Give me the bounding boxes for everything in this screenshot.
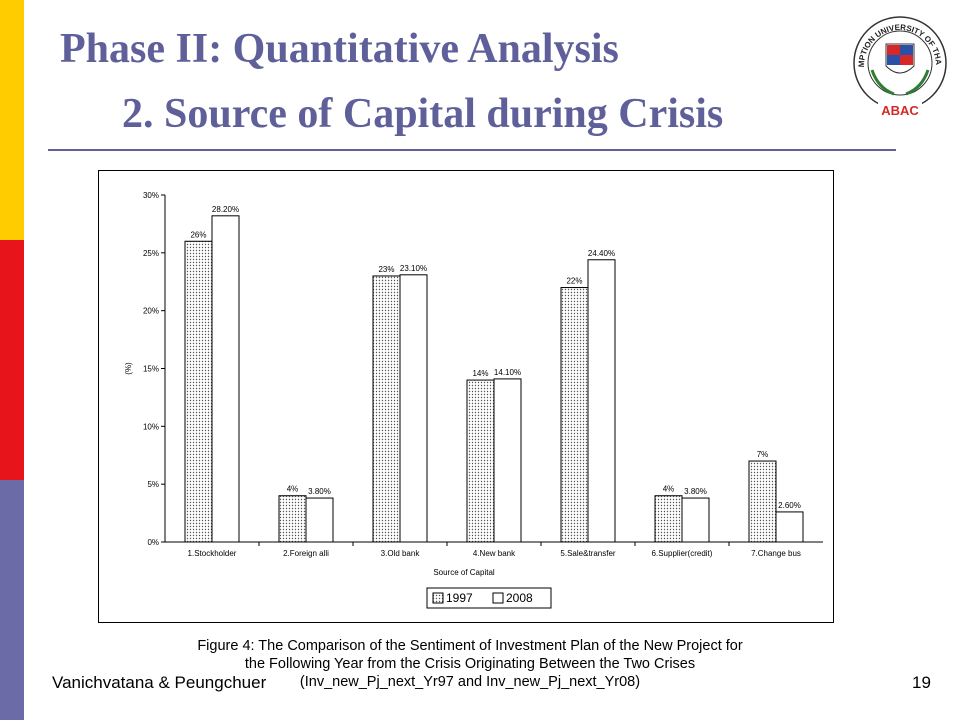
legend-swatch-2008 — [492, 592, 504, 604]
bar-2008 — [587, 259, 616, 543]
x-tick-label: 4.New bank — [473, 549, 516, 558]
footer-author: Vanichvatana & Peungchuer — [52, 673, 267, 692]
y-tick-label: 15% — [143, 365, 159, 374]
x-tick-label: 5.Sale&transfer — [560, 549, 615, 558]
bar-1997 — [748, 460, 777, 543]
university-logo-icon: ASSUMPTION UNIVERSITY OF THAILAND ABAC — [848, 8, 947, 118]
bar-1997 — [184, 240, 213, 543]
shield-icon — [885, 43, 915, 74]
data-label: 4% — [663, 485, 675, 494]
bar-2008 — [399, 274, 428, 543]
bar-1997 — [372, 275, 401, 543]
slide-title: Phase II: Quantitative Analysis — [60, 26, 619, 72]
stripe-yellow — [0, 0, 24, 240]
y-tick-label: 30% — [143, 191, 159, 200]
title-divider — [48, 149, 896, 151]
x-tick-label: 1.Stockholder — [188, 549, 237, 558]
data-label: 4% — [287, 485, 299, 494]
bar-1997 — [466, 379, 495, 543]
y-tick-label: 5% — [147, 480, 159, 489]
caption-line: (Inv_new_Pj_next_Yr97 and Inv_new_Pj_nex… — [299, 674, 641, 690]
x-axis-label: Source of Capital — [433, 568, 495, 577]
bar-2008 — [305, 497, 334, 543]
data-label: 22% — [566, 277, 582, 286]
data-label: 14% — [472, 369, 488, 378]
y-tick-label: 10% — [143, 422, 159, 431]
y-tick-label: 25% — [143, 249, 159, 258]
bar-2008 — [211, 215, 240, 543]
bar-2008 — [493, 378, 522, 543]
bar-1997 — [560, 287, 589, 543]
y-tick-label: 20% — [143, 307, 159, 316]
slide-subtitle: 2. Source of Capital during Crisis — [122, 91, 724, 137]
bar-1997 — [654, 495, 683, 543]
y-tick-label: 0% — [147, 538, 159, 547]
x-tick-label: 2.Foreign alli — [283, 549, 329, 558]
caption-line: the Following Year from the Crisis Origi… — [244, 656, 696, 672]
data-label: 2.60% — [778, 501, 801, 510]
y-axis-label: (%) — [124, 362, 133, 375]
figure-caption: Figure 4: The Comparison of the Sentimen… — [100, 637, 840, 691]
bar-2008 — [681, 497, 710, 543]
data-label: 23.10% — [400, 264, 427, 273]
stripe-red — [0, 240, 24, 480]
legend-box — [426, 587, 552, 609]
bar-1997 — [278, 495, 307, 543]
bar-2008 — [775, 511, 804, 543]
bar-chart: 0% 5% 10% 15% 20% 25% 30% (%) 26% 28.20% 1.Stockho… — [124, 191, 823, 609]
x-tick-label: 3.Old bank — [381, 549, 421, 558]
data-label: 24.40% — [588, 249, 615, 258]
data-label: 3.80% — [308, 487, 331, 496]
legend-label: 1997 — [446, 591, 473, 605]
data-label: 7% — [757, 450, 769, 459]
page-number: 19 — [912, 673, 931, 692]
data-label: 26% — [190, 230, 206, 239]
chart-frame: 0% 5% 10% 15% 20% 25% 30% (%) 26% 28.20% 1.Stockho… — [98, 170, 834, 623]
stripe-purple — [0, 480, 24, 720]
data-label: 14.10% — [494, 368, 521, 377]
data-label: 23% — [378, 265, 394, 274]
x-tick-label: 6.Supplier(credit) — [652, 549, 713, 558]
x-tick-label: 7.Change bus — [751, 549, 801, 558]
data-label: 3.80% — [684, 487, 707, 496]
legend-label: 2008 — [506, 591, 533, 605]
data-label: 28.20% — [212, 205, 239, 214]
legend-swatch-1997 — [432, 592, 444, 604]
caption-line: Figure 4: The Comparison of the Sentimen… — [197, 638, 743, 654]
logo-label: ABAC — [881, 103, 919, 118]
